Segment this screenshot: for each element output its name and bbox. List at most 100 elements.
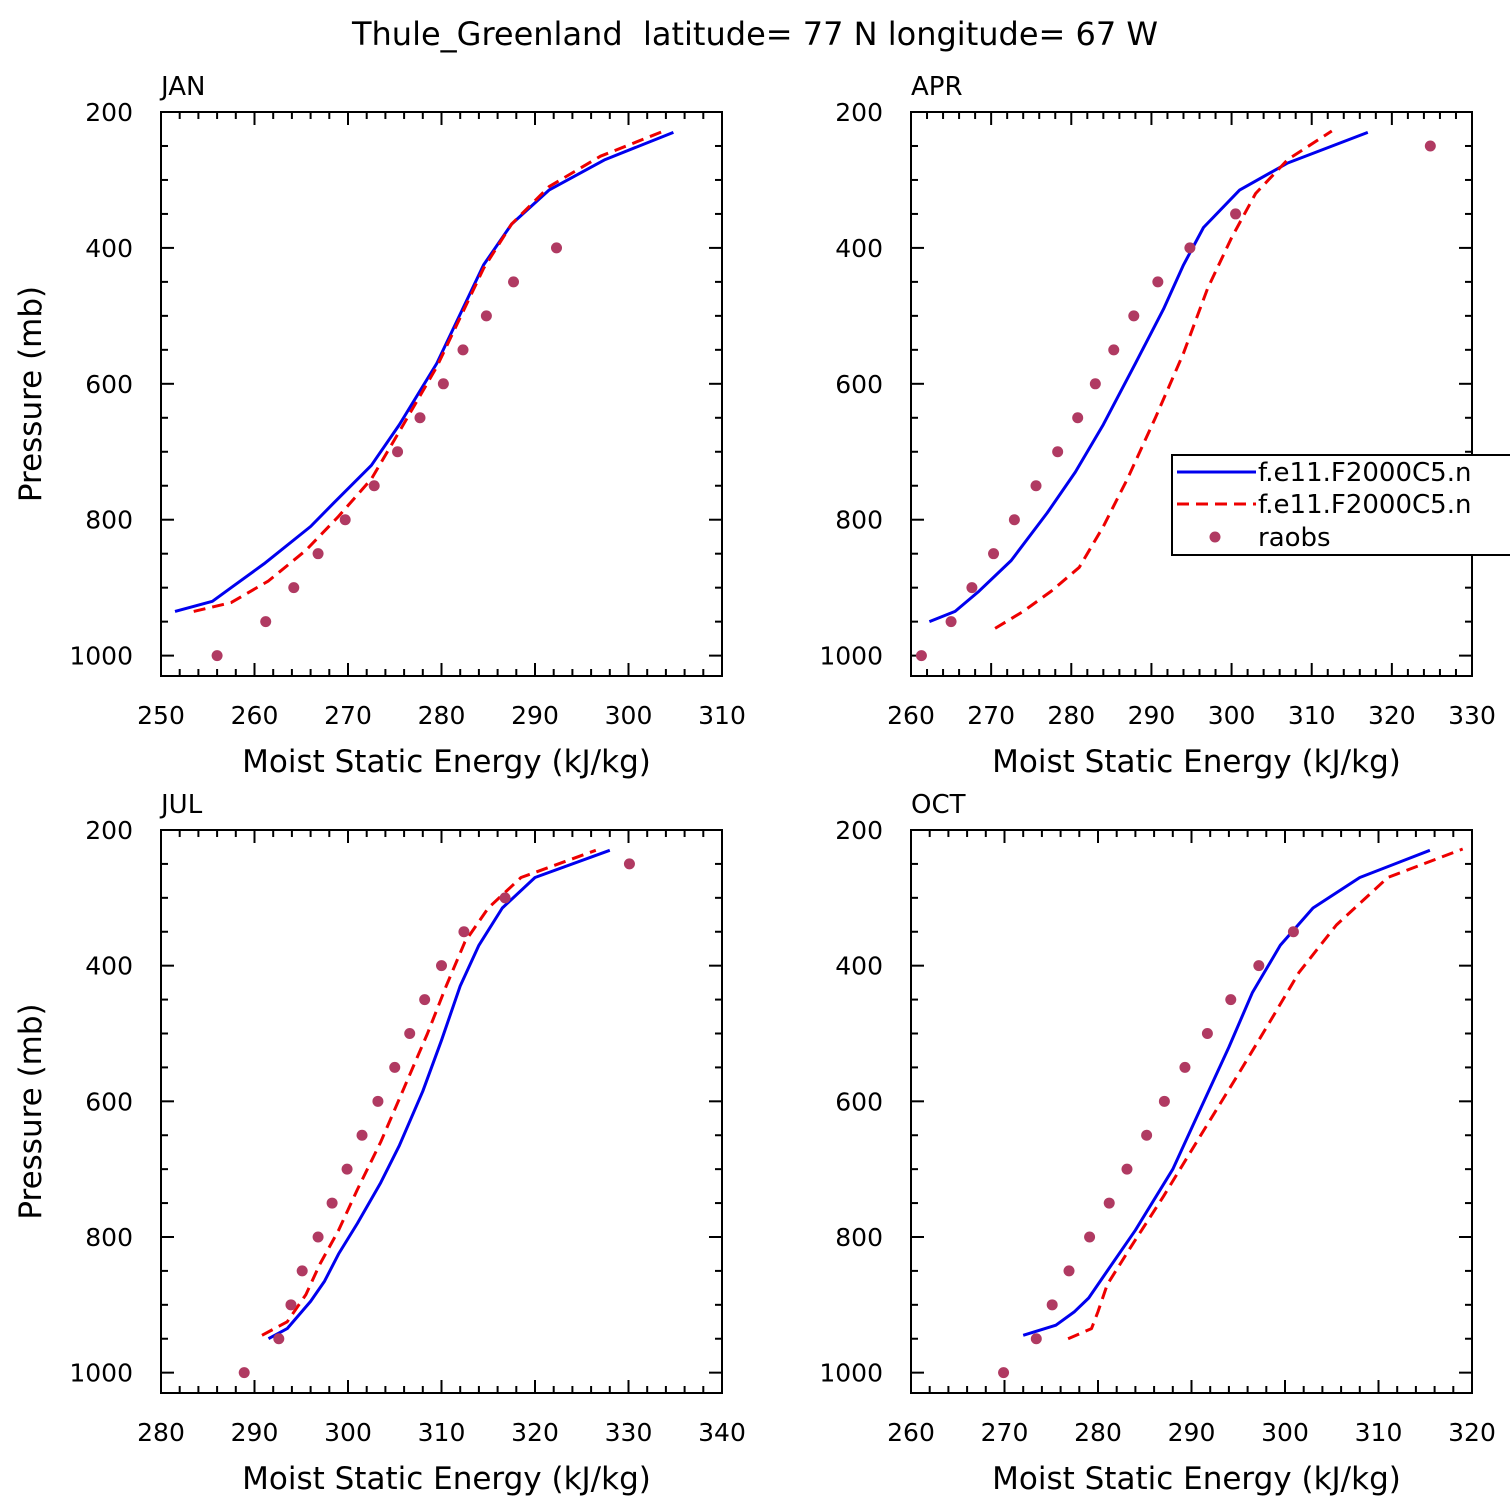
raobs-point — [372, 1095, 384, 1107]
raobs-point — [296, 1265, 308, 1277]
raobs-point — [1141, 1129, 1153, 1141]
raobs-point — [499, 892, 511, 904]
raobs-point — [368, 480, 380, 492]
raobs-point — [419, 994, 431, 1006]
raobs-point — [1089, 378, 1101, 390]
x-tick-label: 310 — [418, 1418, 466, 1447]
series2-line — [994, 129, 1333, 630]
y-tick-label: 400 — [85, 234, 133, 263]
x-axis-label: Moist Static Energy (kJ/kg) — [992, 1461, 1401, 1497]
y-tick-label: 400 — [835, 952, 883, 981]
raobs-point — [457, 344, 469, 356]
x-tick-label: 300 — [1208, 701, 1256, 730]
raobs-point — [339, 514, 351, 526]
y-tick-label: 600 — [835, 1087, 883, 1116]
x-tick-label: 310 — [1355, 1418, 1403, 1447]
raobs-point — [326, 1197, 338, 1209]
plot-frame — [160, 829, 723, 1394]
series-group — [174, 129, 674, 662]
series-group — [915, 129, 1436, 662]
legend-label-series1: f.e11.F2000C5.n — [1258, 458, 1471, 488]
tick-marks — [910, 111, 1473, 676]
raobs-point — [988, 548, 1000, 560]
y-tick-label: 800 — [835, 506, 883, 535]
tick-marks — [160, 111, 723, 676]
raobs-point — [414, 412, 426, 424]
x-tick-label: 250 — [137, 701, 185, 730]
tick-marks — [910, 829, 1473, 1393]
y-tick-label: 600 — [85, 370, 133, 399]
raobs-point — [1201, 1027, 1213, 1039]
raobs-point — [998, 1367, 1010, 1379]
raobs-point — [285, 1299, 297, 1311]
y-tick-label: 1000 — [819, 1359, 883, 1388]
y-tick-label: 400 — [835, 234, 883, 263]
panel-jan: 250 260 270 280 290 300 310 200 400 600 800 1000 JAN… — [13, 72, 746, 780]
y-tick-label: 200 — [85, 816, 133, 845]
figure-title: Thule_Greenland latitude= 77 N longitude… — [351, 15, 1158, 53]
raobs-point — [392, 446, 404, 458]
raobs-point — [436, 960, 447, 972]
x-tick-label: 260 — [887, 701, 935, 730]
x-tick-label: 260 — [231, 701, 279, 730]
panel-title: JAN — [159, 72, 205, 102]
y-tick-label: 800 — [85, 506, 133, 535]
raobs-point — [1046, 1299, 1058, 1311]
x-tick-label: 270 — [324, 701, 372, 730]
y-tick-label: 200 — [85, 98, 133, 127]
raobs-point — [1108, 344, 1120, 356]
x-tick-label: 310 — [698, 701, 746, 730]
x-tick-label: 290 — [231, 1418, 279, 1447]
x-tick-label: 290 — [1168, 1418, 1216, 1447]
raobs-point — [1184, 242, 1196, 254]
series1-line — [174, 131, 674, 613]
x-axis-label: Moist Static Energy (kJ/kg) — [242, 744, 651, 780]
series1-line — [267, 848, 611, 1341]
x-axis-label: Moist Static Energy (kJ/kg) — [242, 1461, 651, 1497]
raobs-point — [966, 582, 978, 594]
plot-frame — [910, 111, 1473, 677]
panel-oct: 260 270 280 290 300 310 320 200 400 600 800 1000 OCT… — [819, 790, 1495, 1497]
y-tick-label: 600 — [835, 370, 883, 399]
raobs-point — [404, 1027, 416, 1039]
y-tick-label: 600 — [85, 1087, 133, 1116]
x-axis-label: Moist Static Energy (kJ/kg) — [992, 744, 1401, 780]
raobs-point — [389, 1061, 401, 1073]
x-tick-label: 330 — [605, 1418, 653, 1447]
series1-line — [1022, 848, 1431, 1337]
raobs-point — [1072, 412, 1084, 424]
raobs-point — [356, 1129, 368, 1141]
panel-title: APR — [911, 72, 963, 102]
series2-line — [193, 129, 665, 613]
series1-line — [928, 130, 1369, 623]
x-tick-label: 330 — [1448, 701, 1496, 730]
raobs-point — [623, 858, 635, 870]
x-tick-label: 300 — [324, 1418, 372, 1447]
y-tick-label: 800 — [85, 1223, 133, 1252]
y-tick-label: 800 — [835, 1223, 883, 1252]
y-tick-label: 400 — [85, 952, 133, 981]
raobs-point — [273, 1333, 285, 1345]
x-tick-label: 280 — [1074, 1418, 1122, 1447]
legend-label-raobs: raobs — [1258, 523, 1331, 553]
x-tick-label: 290 — [511, 701, 559, 730]
raobs-point — [1158, 1095, 1170, 1107]
x-tick-label: 340 — [698, 1418, 746, 1447]
x-tick-label: 300 — [605, 701, 653, 730]
plot-frame — [160, 111, 723, 677]
x-tick-label: 310 — [1288, 701, 1336, 730]
legend: f.e11.F2000C5.n f.e11.F2000C5.n raobs — [1171, 454, 1510, 556]
raobs-point — [437, 378, 449, 390]
series-group — [238, 848, 635, 1379]
series2-line — [1067, 847, 1464, 1341]
raobs-point — [1287, 926, 1299, 938]
x-tick-label: 320 — [511, 1418, 559, 1447]
raobs-point — [288, 582, 300, 594]
raobs-point — [480, 310, 492, 322]
raobs-point — [1030, 480, 1042, 492]
raobs-point — [458, 926, 470, 938]
x-tick-label: 320 — [1368, 701, 1416, 730]
raobs-point — [1179, 1061, 1191, 1073]
y-tick-label: 200 — [835, 98, 883, 127]
raobs-point — [551, 242, 563, 254]
